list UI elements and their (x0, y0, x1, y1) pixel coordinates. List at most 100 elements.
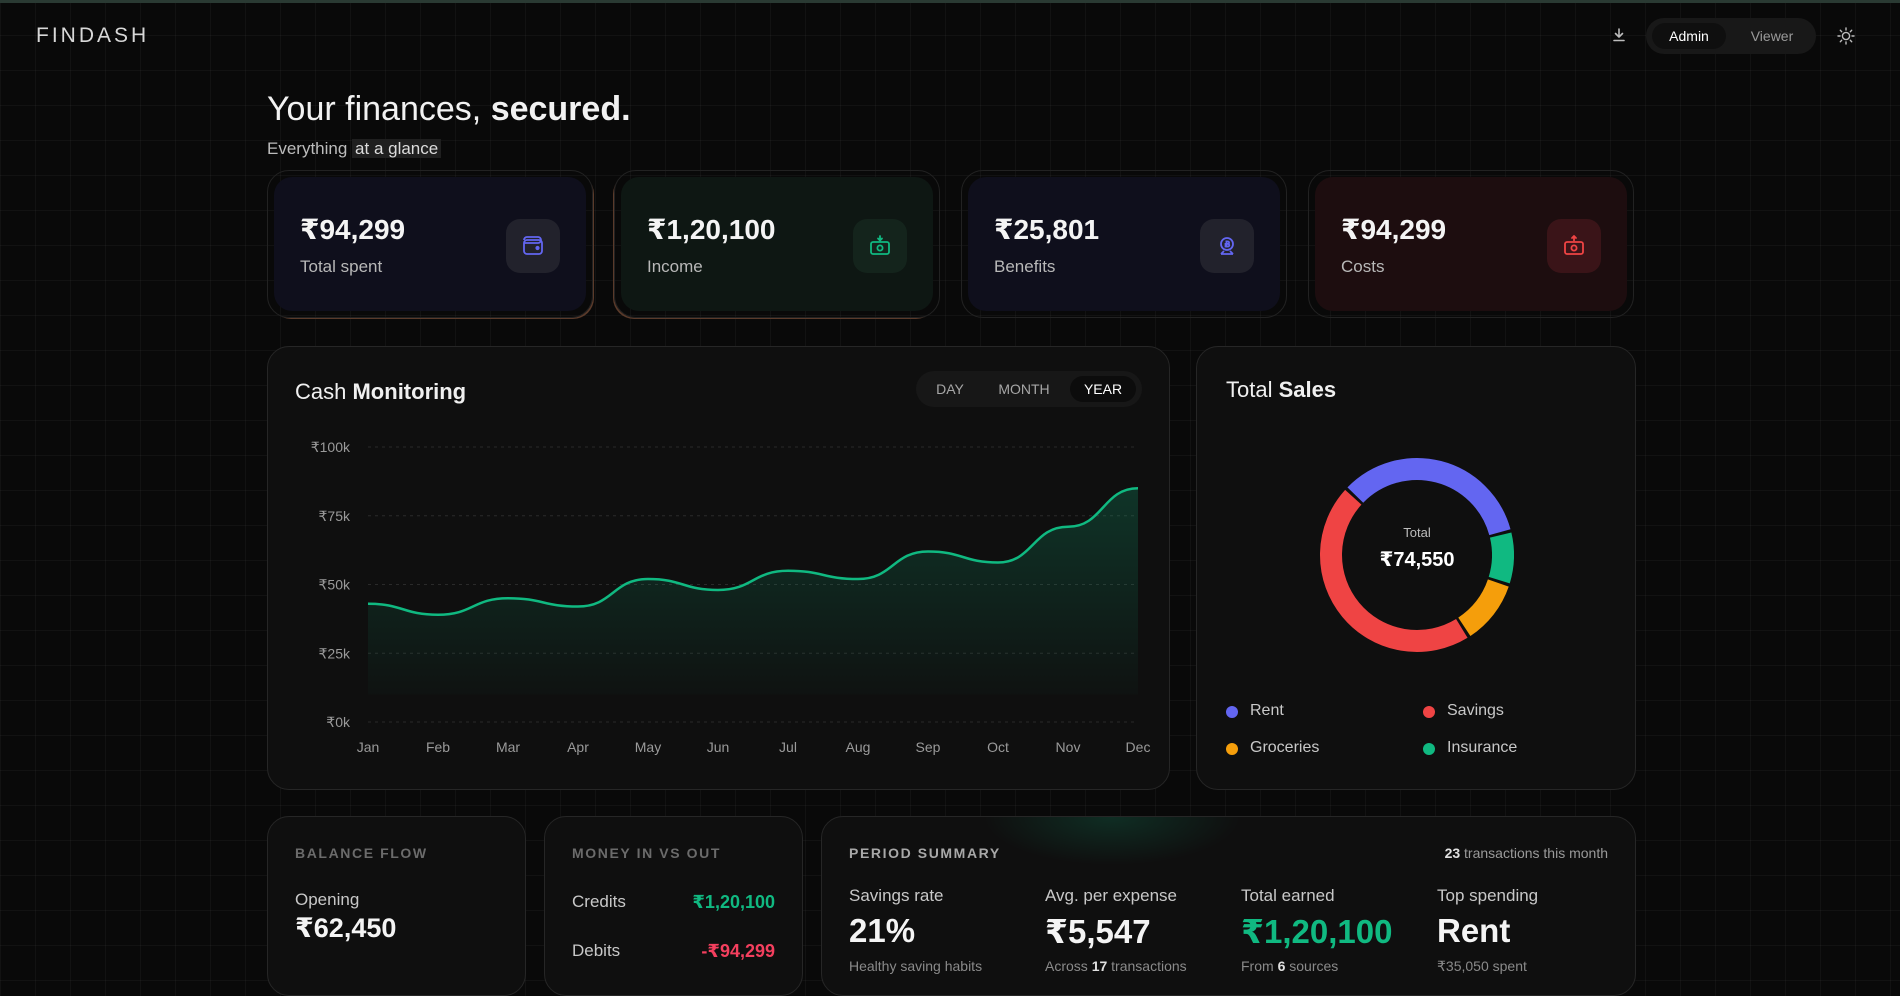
note-pre: Across (1045, 958, 1092, 974)
note-bold: 17 (1091, 958, 1108, 974)
kpi-card-income[interactable]: ₹1,20,100 Income (614, 170, 940, 318)
kpi-label: Income (647, 257, 703, 276)
subtitle-highlight: at a glance (352, 139, 442, 158)
transactions-number: 23 (1444, 845, 1461, 861)
kpi-icon-box (506, 219, 560, 273)
y-tick-label: ₹100k (311, 439, 351, 455)
money-out-icon (1564, 235, 1584, 255)
x-tick-label: Jun (707, 739, 730, 755)
transactions-text: transactions this month (1460, 845, 1608, 861)
money-in-out-card: MONEY IN VS OUT Credits ₹1,20,100 Debits… (544, 816, 803, 996)
kpi-value: ₹1,20,100 (647, 214, 776, 245)
note-post: transactions (1107, 958, 1187, 974)
total-sales-title: Total Sales (1226, 377, 1336, 403)
kpi-card-total-spent[interactable]: ₹94,299 Total spent (267, 170, 593, 318)
page-title-bold: secured. (490, 90, 631, 128)
kpi-label: Total spent (300, 257, 383, 276)
logo-part-dash: DASH (78, 24, 150, 47)
role-viewer-button[interactable]: Viewer (1750, 28, 1794, 44)
money-in-icon (870, 235, 890, 255)
total-earned-value: ₹1,20,100 (1241, 913, 1393, 950)
total-sales-card: Total Sales Total ₹74,550 Rent Savings G… (1196, 346, 1636, 790)
legend-dot (1226, 706, 1238, 718)
period-day-button[interactable]: DAY (936, 381, 964, 397)
transactions-count: 23 transactions this month (1445, 845, 1608, 861)
total-earned-note: From 6 sources (1241, 958, 1338, 974)
logo-part-fin: FIN (36, 24, 79, 47)
period-summary-card: PERIOD SUMMARY 23 transactions this mont… (821, 816, 1636, 996)
note-pre: From (1241, 958, 1278, 974)
kpi-icon-box (1200, 219, 1254, 273)
coin-icon (1220, 237, 1234, 255)
legend-dot (1423, 743, 1435, 755)
top-accent-line (0, 0, 1900, 3)
page-subtitle: Everything at a glance (267, 139, 442, 159)
x-tick-label: Jan (357, 739, 380, 755)
role-admin-button[interactable]: Admin (1652, 23, 1726, 49)
donut-slice-rent (1347, 458, 1511, 536)
donut-center-label: Total (1403, 525, 1431, 540)
kpi-value: ₹94,299 (1341, 214, 1447, 245)
opening-value: ₹62,450 (295, 913, 397, 943)
title-regular: Total (1226, 377, 1279, 402)
legend-label: Groceries (1250, 739, 1320, 756)
cash-monitoring-card: Cash Monitoring DAY MONTH YEAR ₹0k ₹25k ₹5… (267, 346, 1170, 790)
donut-center-value: ₹74,550 (1379, 549, 1455, 571)
credits-value: ₹1,20,100 (692, 892, 775, 912)
top-spending-note: ₹35,050 spent (1437, 958, 1527, 974)
avg-expense-value: ₹5,547 (1045, 913, 1151, 950)
wallet-icon (523, 236, 543, 255)
x-tick-label: Sep (916, 739, 941, 755)
opening-label: Opening (295, 890, 360, 909)
x-tick-label: May (635, 739, 661, 755)
y-tick-label: ₹0k (326, 714, 351, 730)
donut-slice-insurance (1488, 532, 1514, 584)
title-bold: Sales (1278, 377, 1337, 402)
balance-flow-card: BALANCE FLOW Opening ₹62,450 (267, 816, 526, 996)
kpi-value: ₹94,299 (300, 214, 406, 245)
download-icon[interactable] (1610, 26, 1628, 44)
avg-expense-label: Avg. per expense (1045, 886, 1177, 905)
top-spending-label: Top spending (1437, 886, 1539, 905)
legend-dot (1226, 743, 1238, 755)
donut-slice-groceries (1457, 579, 1509, 636)
money-in-out-heading: MONEY IN VS OUT (572, 845, 721, 861)
subtitle-start: Everything (267, 139, 353, 158)
kpi-card-benefits[interactable]: ₹25,801 Benefits (961, 170, 1287, 318)
area-fill (368, 488, 1138, 695)
x-tick-label: Dec (1126, 739, 1151, 755)
balance-flow-heading: BALANCE FLOW (295, 845, 428, 861)
donut-slice-savings (1320, 489, 1468, 652)
savings-rate-value: 21% (849, 912, 916, 949)
savings-rate-label: Savings rate (849, 886, 944, 905)
page-title: Your finances, secured. (267, 90, 631, 129)
period-month-button[interactable]: MONTH (998, 381, 1050, 397)
debits-value: -₹94,299 (701, 941, 775, 961)
kpi-value: ₹25,801 (994, 214, 1100, 245)
x-tick-label: Aug (846, 739, 871, 755)
y-tick-label: ₹25k (319, 645, 351, 661)
savings-rate-note: Healthy saving habits (849, 958, 983, 974)
avg-expense-note: Across 17 transactions (1045, 958, 1187, 974)
sales-donut-chart (1320, 458, 1514, 652)
app-logo[interactable]: FINDASH (36, 24, 149, 48)
x-tick-label: Apr (567, 739, 589, 755)
x-tick-label: Feb (426, 739, 450, 755)
note-bold: 6 (1277, 958, 1286, 974)
note-post: sources (1285, 958, 1339, 974)
credits-label: Credits (572, 892, 626, 911)
total-earned-label: Total earned (1241, 886, 1335, 905)
cash-monitoring-title: Cash Monitoring (295, 379, 466, 405)
sun-icon[interactable] (1836, 26, 1856, 46)
kpi-card-costs[interactable]: ₹94,299 Costs (1308, 170, 1634, 318)
x-tick-label: Jul (779, 739, 797, 755)
y-tick-label: ₹50k (319, 577, 351, 593)
kpi-label: Costs (1341, 257, 1385, 276)
role-switcher: Admin Viewer (1646, 18, 1816, 54)
period-year-button[interactable]: YEAR (1070, 376, 1136, 402)
kpi-icon-box (1547, 219, 1601, 273)
page-title-regular: Your finances, (267, 90, 491, 128)
top-spending-value: Rent (1437, 912, 1511, 949)
title-regular: Cash (295, 379, 353, 404)
y-tick-label: ₹75k (319, 508, 351, 524)
